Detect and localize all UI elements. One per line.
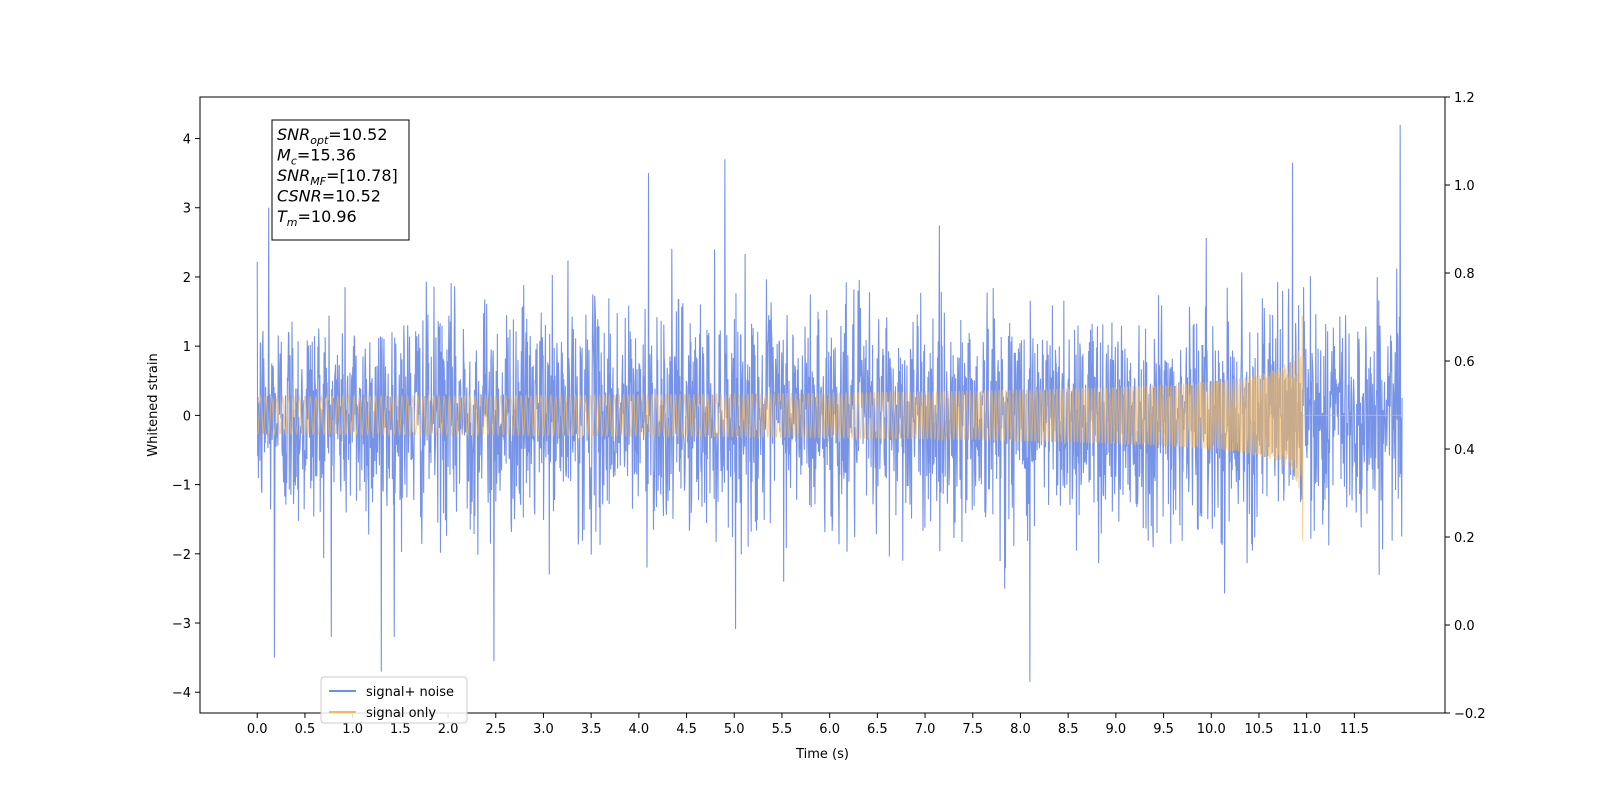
stats-line: Tm=10.96 bbox=[277, 207, 357, 229]
x-tick-label: 5.5 bbox=[772, 722, 793, 737]
x-tick-label: 9.0 bbox=[1106, 722, 1127, 737]
stats-subscript: m bbox=[287, 216, 298, 229]
stats-subscript: opt bbox=[310, 134, 329, 147]
x-tick-label: 0.5 bbox=[295, 722, 316, 737]
y-axis: 4 3 2 1 0 −1 −2 −3 −4 bbox=[172, 133, 200, 701]
axes-frame bbox=[199, 96, 1446, 714]
x-axis: 0.0 0.5 1.0 1.5 2.0 2.5 3.0 3.5 4.0 4.5 5.0 5.5 6.0 6… bbox=[247, 713, 1369, 737]
y2-tick-label: −0.2 bbox=[1454, 707, 1486, 722]
x-tick-label: 2.0 bbox=[438, 722, 459, 737]
x-axis-label: Time (s) bbox=[795, 747, 849, 762]
y-tick-label: −4 bbox=[172, 686, 191, 701]
x-tick-label: 11.5 bbox=[1340, 722, 1369, 737]
x-tick-label: 1.5 bbox=[390, 722, 411, 737]
stats-subscript: MF bbox=[310, 175, 326, 188]
stats-symbol: SNR bbox=[277, 125, 310, 144]
stats-subscript: c bbox=[291, 155, 297, 168]
x-tick-label: 6.0 bbox=[819, 722, 840, 737]
x-tick-label: 8.0 bbox=[1010, 722, 1031, 737]
stats-line: CSNR=10.52 bbox=[277, 187, 381, 206]
y-tick-label: 3 bbox=[183, 202, 191, 217]
stats-line: SNRopt=10.52 bbox=[277, 125, 388, 147]
stats-value: =[10.78] bbox=[326, 166, 398, 185]
stats-annotation-box: SNRopt=10.52Mc=15.36SNRMF=[10.78]CSNR=10… bbox=[271, 119, 410, 241]
x-tick-label: 2.5 bbox=[485, 722, 506, 737]
stats-symbol: M bbox=[277, 146, 291, 165]
x-tick-label: 6.5 bbox=[867, 722, 888, 737]
stats-symbol: SNR bbox=[277, 166, 310, 185]
secondary-y-axis: 1.2 1.0 0.8 0.6 0.4 0.2 0.0 −0.2 bbox=[1445, 91, 1486, 722]
y-tick-label: −3 bbox=[172, 617, 191, 632]
y-tick-label: 0 bbox=[183, 409, 191, 424]
x-tick-label: 3.5 bbox=[581, 722, 602, 737]
y2-tick-label: 0.4 bbox=[1454, 443, 1475, 458]
x-tick-label: 1.0 bbox=[342, 722, 363, 737]
y-tick-label: 1 bbox=[183, 340, 191, 355]
x-tick-label: 8.5 bbox=[1058, 722, 1079, 737]
stats-line: Mc=15.36 bbox=[277, 146, 356, 168]
stats-symbol: CSNR bbox=[277, 187, 322, 206]
stats-symbol: T bbox=[277, 207, 288, 226]
y2-tick-label: 0.2 bbox=[1454, 531, 1475, 546]
y-tick-label: −1 bbox=[172, 479, 191, 494]
y2-tick-label: 1.0 bbox=[1454, 179, 1475, 194]
legend: signal+ noise signal only bbox=[320, 676, 468, 724]
stats-box-frame bbox=[271, 119, 410, 241]
y2-tick-label: 0.6 bbox=[1454, 355, 1475, 370]
y-axis-label: Whitened strain bbox=[146, 353, 161, 456]
y-tick-label: −2 bbox=[172, 548, 191, 563]
series-signal-only-line bbox=[256, 316, 1403, 541]
stats-value: =10.52 bbox=[322, 187, 381, 206]
x-tick-label: 7.5 bbox=[962, 722, 983, 737]
y2-tick-label: 0.0 bbox=[1454, 619, 1475, 634]
x-tick-label: 7.0 bbox=[915, 722, 936, 737]
y-tick-label: 4 bbox=[183, 133, 191, 148]
stats-value: =10.96 bbox=[298, 207, 357, 226]
plot-area bbox=[256, 124, 1403, 682]
legend-frame bbox=[320, 676, 468, 724]
y2-tick-label: 1.2 bbox=[1454, 91, 1475, 106]
x-tick-label: 4.0 bbox=[629, 722, 650, 737]
stats-value: =10.52 bbox=[328, 125, 387, 144]
legend-entry-label: signal+ noise bbox=[366, 685, 454, 700]
x-tick-label: 0.0 bbox=[247, 722, 268, 737]
x-tick-label: 10.0 bbox=[1197, 722, 1226, 737]
legend-entry-label: signal only bbox=[366, 706, 436, 721]
x-tick-label: 9.5 bbox=[1153, 722, 1174, 737]
x-tick-label: 11.0 bbox=[1292, 722, 1321, 737]
x-tick-label: 4.5 bbox=[676, 722, 697, 737]
x-tick-label: 10.5 bbox=[1244, 722, 1273, 737]
stats-line: SNRMF=[10.78] bbox=[277, 166, 398, 188]
x-tick-label: 3.0 bbox=[533, 722, 554, 737]
y-tick-label: 2 bbox=[183, 271, 191, 286]
x-tick-label: 5.0 bbox=[724, 722, 745, 737]
y2-tick-label: 0.8 bbox=[1454, 267, 1475, 282]
stats-value: =15.36 bbox=[297, 146, 356, 165]
